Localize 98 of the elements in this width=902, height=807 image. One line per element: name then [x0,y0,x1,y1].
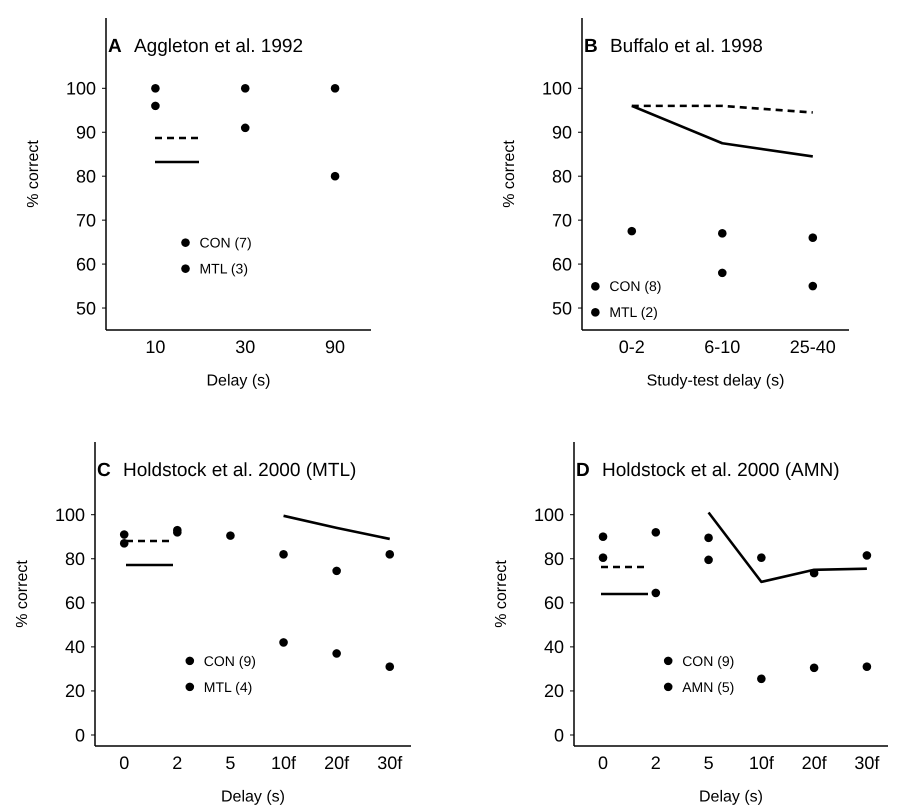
y-tick-label: 100 [534,504,564,525]
point [757,674,766,684]
x-axis-title: Delay (s) [698,788,764,806]
legend-label: CON (9) [682,652,734,669]
point [385,662,394,671]
y-tick-label: 50 [76,298,96,318]
legend-label: MTL (2) [609,304,658,320]
x-tick-label: 5 [225,752,236,773]
x-tick-label: 2 [172,752,182,773]
point [810,663,818,672]
point [151,102,160,110]
text: Aggleton et al. 1992 [134,36,304,57]
x-tick-label: 10 [145,336,166,357]
point [120,530,129,539]
x-tick-label: 2 [650,752,661,773]
y-tick-label: 80 [552,166,572,186]
point [598,532,608,542]
point [279,638,288,647]
y-tick-label: 20 [544,681,564,702]
y-axis-title: % correct [14,560,31,628]
x-tick-label: 25-40 [790,336,836,357]
y-tick-label: 70 [76,210,96,230]
point [332,566,341,576]
y-tick-label: 100 [66,78,96,99]
point [704,534,713,542]
x-axis-title: Delay (s) [206,372,271,390]
x-axis-title: Study-test delay (s) [646,372,784,390]
y-tick-label: 90 [552,122,572,143]
x-tick-label: 0 [598,752,608,773]
x-tick-label: 0 [119,752,130,773]
legend-label: AMN (5) [682,678,734,695]
y-tick-label: 80 [544,549,564,570]
x-tick-label: 30f [854,752,880,773]
y-tick-label: 20 [64,681,85,702]
y-tick-label: 80 [64,549,85,570]
line-series [707,511,868,584]
point [718,229,727,238]
y-tick-label: 80 [76,166,96,186]
x-tick-label: 20f [802,752,828,773]
point [808,282,818,290]
point [385,550,394,559]
annotation: D [576,460,590,481]
legend-label: CON (9) [204,652,256,669]
legend-label: CON (8) [609,278,662,294]
y-tick-label: 60 [552,254,572,274]
point [652,528,660,537]
point [226,531,235,540]
x-axis-title: Delay (s) [220,788,286,806]
x-tick-label: 30 [235,336,256,357]
y-axis-title: % correct [493,560,510,628]
x-tick-label: 6-10 [704,336,740,357]
point [151,84,160,93]
x-tick-label: 20f [324,752,350,773]
point [862,662,872,671]
y-tick-label: 60 [76,254,96,274]
point [808,233,818,242]
annotation: A [108,36,122,57]
point [757,553,766,562]
legend-label: MTL (3) [200,260,248,277]
point [704,556,713,564]
point [120,539,129,548]
point [627,226,636,236]
legend-label: MTL (4) [204,678,252,695]
y-tick-label: 50 [552,298,572,318]
x-tick-label: 5 [704,752,714,773]
point [330,84,340,93]
point [240,124,250,132]
text: Buffalo et al. 1998 [610,36,763,57]
y-tick-label: 100 [542,78,572,99]
y-axis-title: % correct [501,140,518,208]
text: Holdstock et al. 2000 (AMN) [602,460,840,481]
y-tick-label: 100 [54,504,85,525]
y-tick-label: 0 [74,725,85,746]
y-axis-title: % correct [25,140,42,208]
y-tick-label: 60 [64,593,85,614]
point [862,551,872,560]
legend-label: CON (7) [200,234,252,251]
x-tick-label: 0-2 [618,336,645,357]
point [598,553,608,562]
x-tick-label: 10f [271,752,298,773]
y-tick-label: 40 [544,637,564,658]
annotation: C [97,460,111,481]
point [652,588,660,598]
point [332,649,341,658]
y-tick-label: 70 [552,210,572,230]
x-tick-label: 30f [377,752,404,773]
point [240,84,250,93]
y-tick-label: 40 [64,637,85,658]
text: Holdstock et al. 2000 (MTL) [123,460,356,481]
annotation: B [584,36,598,57]
point [279,550,288,559]
point [330,172,340,180]
x-tick-label: 10f [748,752,775,773]
x-tick-label: 90 [325,336,346,357]
y-tick-label: 90 [76,122,96,143]
y-tick-label: 0 [554,725,564,746]
y-tick-label: 60 [544,593,564,614]
point [718,268,727,278]
